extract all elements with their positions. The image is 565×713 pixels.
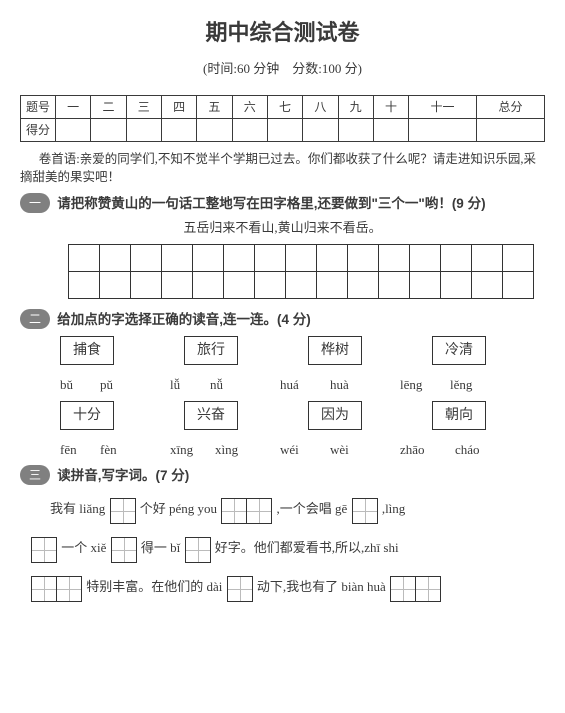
q1-sentence: 五岳归来不看山,黄山归来不看岳。 [20,218,545,238]
char-box [184,534,212,564]
table-row: 得分 [21,118,545,141]
q3-line2: 一个 xiě 得一 bǐ 好字。他们都爱看书,所以,zhī shi [30,533,545,564]
char-box [389,573,442,603]
word-box: 朝向 [432,401,486,430]
q3-line3: 特别丰富。在他们的 dài 动下,我也有了 biàn huà [30,572,545,603]
word-box: 桦树 [308,336,362,365]
word-box: 兴奋 [184,401,238,430]
q2-row1-words: 捕食 旅行 桦树 冷清 [60,336,545,365]
section-1: 一 请把称赞黄山的一句话工整地写在田字格里,还要做到"三个一"哟！(9 分) [20,193,545,214]
section-title: 给加点的字选择正确的读音,连一连。(4 分) [57,312,311,327]
q2-row2-words: 十分 兴奋 因为 朝向 [60,401,545,430]
score-table: 题号 一 二 三 四 五 六 七 八 九 十 十一 总分 得分 [20,95,545,142]
char-box [109,495,137,525]
char-box [30,534,58,564]
section-number: 一 [20,193,50,213]
char-box [110,534,138,564]
section-3: 三 读拼音,写字词。(7 分) [20,465,545,486]
word-box: 旅行 [184,336,238,365]
section-2: 二 给加点的字选择正确的读音,连一连。(4 分) [20,309,545,330]
table-row: 题号 一 二 三 四 五 六 七 八 九 十 十一 总分 [21,95,545,118]
word-box: 十分 [60,401,114,430]
word-box: 捕食 [60,336,114,365]
page-title: 期中综合测试卷 [20,16,545,49]
section-number: 三 [20,465,50,485]
char-box [226,573,254,603]
intro-text: 卷首语:亲爱的同学们,不知不觉半个学期已过去。你们都收获了什么呢？请走进知识乐园… [20,150,545,188]
char-box [30,573,83,603]
char-box [220,495,273,525]
page-subtitle: (时间:60 分钟 分数:100 分) [20,59,545,79]
word-box: 冷清 [432,336,486,365]
q2-row1-pinyin: bǔ pǔ lǚ nǚ huá huà lēng lěng [60,375,545,395]
q2-row2-pinyin: fēn fèn xīng xìng wéi wèi zhāo cháo [60,440,545,460]
section-title: 读拼音,写字词。(7 分) [57,468,189,483]
row-label: 得分 [21,118,56,141]
section-number: 二 [20,309,50,329]
char-box [351,495,379,525]
tianzige-grid [68,244,534,299]
word-box: 因为 [308,401,362,430]
section-title: 请把称赞黄山的一句话工整地写在田字格里,还要做到"三个一"哟！(9 分) [57,196,485,211]
row-label: 题号 [21,95,56,118]
q3-line1: 我有 liǎng 个好 péng you ,一个会唱 gē ,lìng [50,494,545,525]
